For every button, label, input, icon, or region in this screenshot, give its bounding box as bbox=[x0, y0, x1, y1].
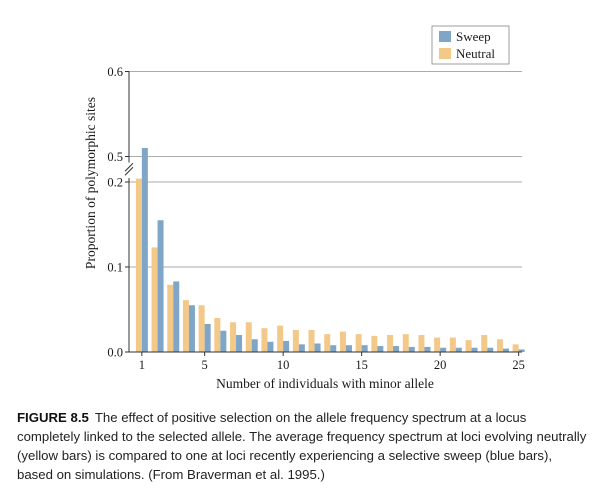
y-tick-label: 0.0 bbox=[107, 346, 123, 360]
bar-neutral bbox=[309, 330, 315, 352]
bar-sweep bbox=[330, 345, 336, 352]
bar-neutral bbox=[246, 322, 252, 352]
bar-neutral bbox=[403, 334, 409, 352]
bar-sweep bbox=[503, 349, 509, 352]
bar-sweep bbox=[440, 348, 446, 352]
figure-label: FIGURE 8.5 bbox=[17, 410, 89, 425]
bar-sweep bbox=[393, 346, 399, 352]
bar-sweep bbox=[377, 346, 383, 352]
bar-neutral bbox=[481, 335, 487, 352]
bar-neutral bbox=[418, 335, 424, 352]
bar-neutral bbox=[199, 305, 205, 352]
bar-neutral bbox=[356, 334, 362, 352]
bar-neutral bbox=[214, 318, 220, 352]
bar-neutral bbox=[371, 336, 377, 352]
bar-sweep bbox=[142, 148, 148, 352]
bar-neutral bbox=[434, 338, 440, 352]
figure-caption: FIGURE 8.5 The effect of positive selecti… bbox=[17, 408, 589, 484]
bar-sweep bbox=[252, 339, 258, 352]
y-tick-label: 0.5 bbox=[107, 150, 123, 164]
bar-sweep bbox=[456, 348, 462, 352]
x-tick-label: 1 bbox=[139, 358, 145, 372]
bar-neutral bbox=[293, 330, 299, 352]
bar-sweep bbox=[173, 281, 179, 352]
legend-swatch-sweep bbox=[439, 31, 451, 42]
bar-sweep bbox=[472, 348, 478, 352]
y-axis-label: Proportion of polymorphic sites bbox=[83, 97, 98, 269]
x-tick-label: 10 bbox=[277, 358, 290, 372]
bar-sweep bbox=[362, 345, 368, 352]
bar-neutral bbox=[261, 328, 267, 352]
grid-lines bbox=[129, 72, 522, 268]
bar-neutral bbox=[497, 339, 503, 352]
bar-neutral bbox=[152, 247, 158, 352]
bar-sweep bbox=[220, 331, 226, 352]
bar-neutral bbox=[450, 338, 456, 352]
bar-sweep bbox=[267, 342, 273, 352]
axis-break-mark bbox=[125, 167, 133, 175]
x-tick-label: 25 bbox=[512, 358, 525, 372]
x-axis-label: Number of individuals with minor allele bbox=[216, 376, 434, 391]
bar-neutral bbox=[387, 335, 393, 352]
allele-frequency-chart: 0.00.10.20.50.61 5 10 15 20 25 Number of indi… bbox=[0, 0, 596, 400]
bars bbox=[136, 148, 525, 352]
bar-sweep bbox=[315, 344, 321, 353]
x-tick-label: 20 bbox=[434, 358, 447, 372]
caption-text: The effect of positive selection on the … bbox=[17, 410, 586, 482]
bar-neutral bbox=[183, 300, 189, 352]
y-tick-label: 0.1 bbox=[107, 261, 123, 275]
y-tick-label: 0.6 bbox=[107, 65, 123, 79]
y-tick-label: 0.2 bbox=[107, 176, 123, 190]
bar-neutral bbox=[466, 340, 472, 352]
bar-sweep bbox=[236, 335, 242, 352]
bar-sweep bbox=[409, 347, 415, 352]
legend-label-sweep: Sweep bbox=[456, 29, 491, 44]
bar-neutral bbox=[513, 344, 519, 352]
legend-label-neutral: Neutral bbox=[456, 46, 495, 61]
bar-sweep bbox=[189, 305, 195, 352]
legend-swatch-neutral bbox=[439, 48, 451, 59]
legend: Sweep Neutral bbox=[432, 26, 509, 64]
bar-sweep bbox=[158, 220, 164, 352]
x-tick-label: 15 bbox=[355, 358, 368, 372]
bar-neutral bbox=[230, 322, 236, 352]
x-tick-label: 5 bbox=[202, 358, 208, 372]
bar-sweep bbox=[299, 344, 305, 352]
bar-sweep bbox=[205, 324, 211, 352]
bar-neutral bbox=[277, 326, 283, 352]
axis-break-mark bbox=[125, 163, 133, 171]
bar-neutral bbox=[340, 332, 346, 352]
bar-neutral bbox=[136, 179, 142, 352]
bar-neutral bbox=[324, 334, 330, 352]
bar-sweep bbox=[283, 341, 289, 352]
bar-sweep bbox=[487, 348, 493, 352]
bar-sweep bbox=[346, 345, 352, 352]
bar-sweep bbox=[424, 347, 430, 352]
bar-neutral bbox=[167, 285, 173, 352]
